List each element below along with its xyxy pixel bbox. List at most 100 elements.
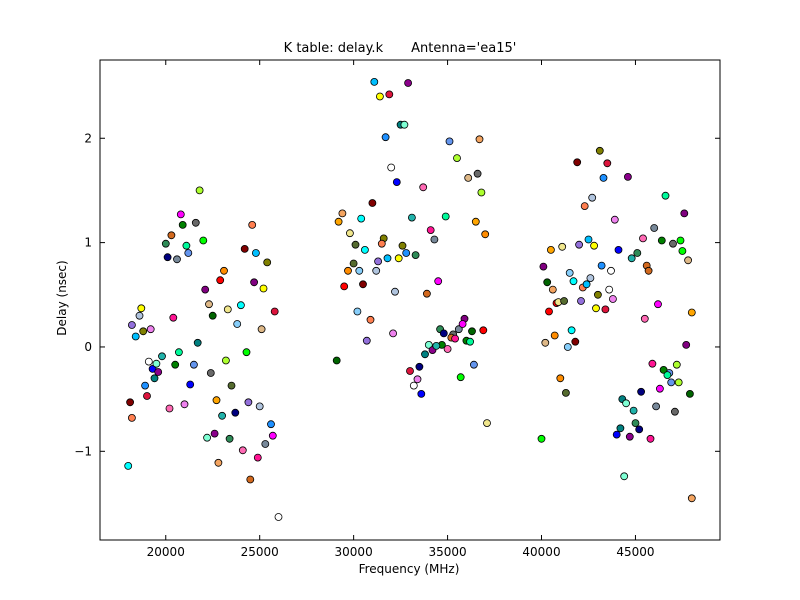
data-point: [225, 434, 234, 443]
data-point: [205, 300, 213, 309]
data-point: [676, 236, 685, 245]
data-point: [150, 374, 159, 383]
data-point: [257, 325, 266, 334]
data-point: [139, 327, 148, 336]
data-point: [332, 356, 341, 365]
data-point: [374, 257, 383, 266]
plot-frame: [99, 59, 721, 541]
data-point: [657, 236, 666, 245]
data-point: [409, 381, 418, 390]
data-point: [656, 384, 664, 393]
data-point: [424, 340, 433, 349]
data-point: [565, 268, 574, 277]
data-point: [594, 290, 602, 299]
data-point: [667, 378, 676, 387]
data-point: [193, 338, 202, 347]
data-point: [381, 133, 390, 142]
data-point: [233, 320, 242, 328]
data-point: [340, 282, 349, 291]
data-point: [174, 348, 183, 357]
data-point: [338, 209, 347, 218]
data-point: [601, 305, 610, 314]
data-point: [547, 245, 555, 254]
data-point: [573, 158, 582, 167]
data-point: [477, 188, 486, 197]
data-point: [360, 245, 369, 254]
data-point: [537, 434, 546, 443]
data-point: [439, 329, 448, 338]
data-point: [483, 419, 491, 428]
data-point: [251, 249, 260, 257]
data-point: [238, 446, 247, 455]
data-point: [603, 159, 612, 168]
data-point: [592, 304, 600, 313]
data-point: [359, 280, 367, 289]
data-point: [214, 458, 223, 467]
data-point: [434, 277, 443, 286]
data-point: [400, 120, 409, 129]
data-point: [158, 352, 166, 361]
data-point: [355, 266, 364, 275]
data-point: [263, 258, 272, 267]
data-point: [203, 433, 212, 442]
data-point: [422, 289, 431, 298]
data-point: [582, 280, 591, 289]
data-point: [163, 253, 172, 262]
data-point: [255, 402, 264, 411]
data-point: [687, 308, 696, 317]
data-point: [548, 285, 557, 294]
data-point: [571, 337, 580, 346]
data-point: [654, 300, 662, 309]
data-point: [443, 345, 452, 353]
data-point: [131, 332, 140, 341]
data-point: [614, 245, 623, 254]
data-point: [612, 430, 621, 439]
data-point: [672, 360, 681, 369]
data-point: [334, 217, 343, 226]
data-point: [169, 313, 178, 322]
data-point: [575, 240, 583, 249]
data-point: [652, 402, 660, 411]
data-point: [458, 320, 467, 328]
data-point: [445, 137, 454, 146]
data-point: [624, 172, 632, 181]
data-point: [684, 256, 692, 265]
data-point: [678, 247, 687, 255]
data-point: [218, 411, 227, 420]
data-point: [627, 254, 636, 263]
data-point: [539, 262, 548, 271]
data-point: [419, 183, 428, 192]
y-axis-label: Delay (nsec): [55, 260, 69, 335]
data-point: [584, 235, 593, 244]
data-point: [580, 202, 589, 211]
data-point: [541, 338, 550, 347]
data-point: [610, 215, 619, 224]
data-point: [368, 199, 377, 207]
data-point: [402, 249, 411, 257]
data-point: [481, 230, 490, 239]
data-point: [165, 404, 174, 413]
data-point: [127, 321, 136, 329]
ticks-layer: 20000 25000 30000 35000 40000 45000 −1 0 1 2: [74, 60, 720, 559]
data-point: [199, 236, 208, 245]
data-point: [682, 340, 691, 349]
data-point: [394, 254, 403, 263]
data-point: [143, 392, 151, 400]
data-point: [353, 307, 362, 316]
data-point: [220, 266, 228, 275]
data-point: [597, 261, 606, 270]
data-point: [659, 365, 668, 374]
data-point: [421, 350, 429, 359]
data-point: [622, 399, 630, 408]
data-point: [206, 369, 215, 377]
data-point: [569, 277, 578, 286]
data-point: [184, 249, 193, 257]
data-point: [635, 425, 644, 434]
data-point: [135, 311, 144, 320]
data-point: [231, 408, 240, 417]
data-point: [250, 278, 259, 287]
data-point: [349, 259, 358, 268]
data-point: [550, 331, 559, 340]
data-point: [453, 154, 461, 163]
data-point: [171, 360, 180, 369]
